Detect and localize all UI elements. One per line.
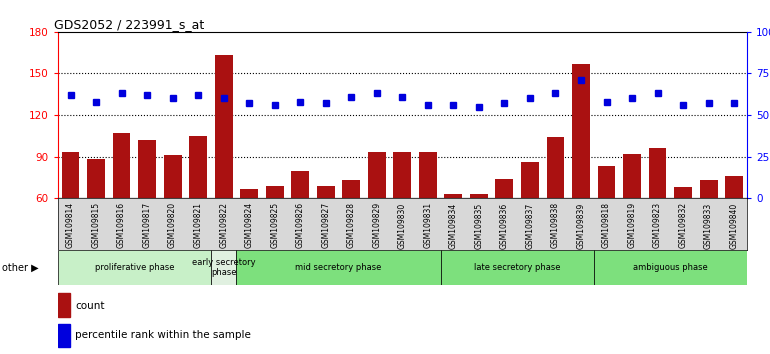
Text: proliferative phase: proliferative phase <box>95 263 174 272</box>
Text: percentile rank within the sample: percentile rank within the sample <box>75 330 251 340</box>
Text: GSM109835: GSM109835 <box>474 202 484 249</box>
Text: GSM109829: GSM109829 <box>373 202 381 249</box>
Bar <box>393 153 411 281</box>
Bar <box>211 250 236 285</box>
Bar <box>368 153 386 281</box>
Bar <box>236 250 440 285</box>
Text: GSM109821: GSM109821 <box>193 202 203 249</box>
Bar <box>470 194 488 281</box>
Bar <box>316 186 335 281</box>
Text: GSM109818: GSM109818 <box>602 202 611 249</box>
Text: GSM109830: GSM109830 <box>398 202 407 249</box>
Bar <box>725 176 743 281</box>
Text: GSM109837: GSM109837 <box>525 202 534 249</box>
Text: GDS2052 / 223991_s_at: GDS2052 / 223991_s_at <box>55 18 205 31</box>
Bar <box>594 250 747 285</box>
Bar <box>440 250 594 285</box>
Text: GSM109839: GSM109839 <box>577 202 585 249</box>
Text: GSM109840: GSM109840 <box>730 202 738 249</box>
Bar <box>58 293 70 317</box>
Bar <box>343 180 360 281</box>
Bar <box>700 180 718 281</box>
Text: early secretory
phase: early secretory phase <box>192 258 256 277</box>
Text: GSM109823: GSM109823 <box>653 202 662 249</box>
Text: GSM109820: GSM109820 <box>168 202 177 249</box>
Text: other ▶: other ▶ <box>2 262 38 272</box>
Bar <box>648 148 667 281</box>
Text: GSM109833: GSM109833 <box>704 202 713 249</box>
Text: mid secretory phase: mid secretory phase <box>296 263 382 272</box>
Bar <box>521 162 539 281</box>
Text: GSM109822: GSM109822 <box>219 202 228 249</box>
Text: GSM109815: GSM109815 <box>92 202 101 249</box>
Bar <box>62 153 79 281</box>
Bar <box>547 137 564 281</box>
Text: GSM109828: GSM109828 <box>346 202 356 249</box>
Bar <box>58 250 211 285</box>
Bar <box>444 194 462 281</box>
Bar <box>58 324 70 347</box>
Bar <box>598 166 615 281</box>
Text: count: count <box>75 301 105 310</box>
Text: late secretory phase: late secretory phase <box>474 263 561 272</box>
Text: GSM109814: GSM109814 <box>66 202 75 249</box>
Text: GSM109825: GSM109825 <box>270 202 280 249</box>
Bar <box>240 189 258 281</box>
Text: GSM109836: GSM109836 <box>500 202 509 249</box>
Text: GSM109824: GSM109824 <box>245 202 253 249</box>
Bar <box>291 171 310 281</box>
Bar <box>266 186 283 281</box>
Text: GSM109827: GSM109827 <box>321 202 330 249</box>
Text: GSM109817: GSM109817 <box>142 202 152 249</box>
Text: GSM109819: GSM109819 <box>628 202 637 249</box>
Bar <box>419 153 437 281</box>
Text: GSM109834: GSM109834 <box>449 202 458 249</box>
Text: GSM109816: GSM109816 <box>117 202 126 249</box>
Bar <box>138 140 156 281</box>
Bar <box>215 56 233 281</box>
Text: GSM109831: GSM109831 <box>424 202 432 249</box>
Text: GSM109826: GSM109826 <box>296 202 305 249</box>
Bar <box>572 64 590 281</box>
Bar <box>495 179 514 281</box>
Bar <box>189 136 207 281</box>
Bar <box>112 133 130 281</box>
Bar <box>87 159 105 281</box>
Text: GSM109832: GSM109832 <box>678 202 688 249</box>
Bar <box>623 154 641 281</box>
Text: GSM109838: GSM109838 <box>551 202 560 249</box>
Text: ambiguous phase: ambiguous phase <box>633 263 708 272</box>
Bar <box>164 155 182 281</box>
Bar <box>675 187 692 281</box>
